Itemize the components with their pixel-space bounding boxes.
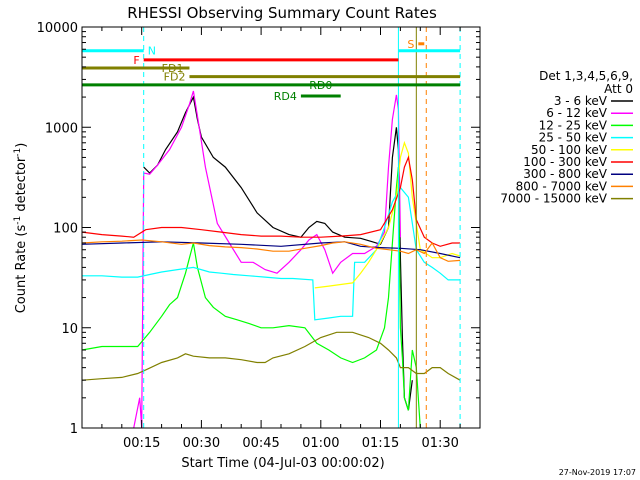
legend-title-line2: Att 0 — [604, 82, 633, 96]
state-label-s: S — [407, 38, 414, 51]
y-axis-label-main: Count Rate (s — [14, 225, 29, 314]
x-tick-label-01-30: 01:30 — [421, 436, 458, 451]
x-tick-label-01-15: 01:15 — [362, 436, 399, 451]
state-label-rd4: RD4 — [274, 90, 297, 103]
legend-label-6-12-kev: 6 - 12 keV — [546, 106, 608, 120]
legend-label-12-25-kev: 12 - 25 keV — [539, 118, 608, 132]
y-axis-label-mid: detector — [14, 156, 29, 216]
series-layer — [82, 90, 461, 428]
series-line-800-7000-kev — [82, 239, 461, 262]
y-axis-label: Count Rate (s-1 detector-1) — [13, 143, 29, 314]
axis-ticks: 00:15 00:30 00:45 01:00 01:15 01:30 1 10 100 1000… — [37, 21, 480, 451]
series-line-100-300-kev — [82, 155, 461, 247]
legend-label-3-6-kev: 3 - 6 keV — [554, 94, 608, 108]
legend-label-7000-15000-kev: 7000 - 15000 keV — [500, 192, 607, 206]
legend-label-50-100-kev: 50 - 100 keV — [531, 143, 608, 157]
legend-label-100-300-kev: 100 - 300 keV — [523, 155, 607, 169]
x-tick-label-01-00: 01:00 — [302, 436, 339, 451]
state-label-f: F — [133, 54, 139, 67]
y-axis-label-sup1: -1 — [13, 216, 23, 225]
y-axis-label-end: ) — [14, 143, 29, 148]
y-tick-label-1000: 1000 — [45, 121, 78, 136]
x-tick-label-00-15: 00:15 — [123, 436, 160, 451]
series-line-7000-15000-kev — [82, 331, 461, 381]
footer-date: 27-Nov-2019 17:07 — [559, 468, 636, 477]
state-label-n: N — [148, 45, 156, 58]
y-tick-label-10: 10 — [61, 322, 78, 337]
x-tick-label-00-30: 00:30 — [183, 436, 220, 451]
x-tick-label-00-45: 00:45 — [242, 436, 279, 451]
state-label-fd2: FD2 — [164, 71, 186, 84]
vertical-markers — [143, 27, 461, 428]
y-tick-label-100: 100 — [53, 222, 78, 237]
series-line-25-50-kev — [82, 186, 461, 321]
state-label-rd0: RD0 — [309, 79, 332, 92]
chart-title: RHESSI Observing Summary Count Rates — [127, 4, 437, 22]
legend-label-25-50-kev: 25 - 50 keV — [539, 131, 608, 145]
y-tick-label-10000: 10000 — [37, 21, 78, 36]
legend-title-line1: Det 1,3,4,5,6,9, — [539, 69, 633, 83]
legend-label-300-800-kev: 300 - 800 keV — [523, 167, 607, 181]
legend-label-800-7000-kev: 800 - 7000 keV — [516, 179, 608, 193]
state-label-fd1: FD1 — [162, 62, 184, 75]
y-tick-label-1: 1 — [70, 422, 78, 437]
y-axis-label-sup2: -1 — [13, 148, 23, 157]
x-axis-label: Start Time (04-Jul-03 00:00:02) — [181, 456, 384, 471]
series-line-12-25-kev — [82, 167, 421, 428]
